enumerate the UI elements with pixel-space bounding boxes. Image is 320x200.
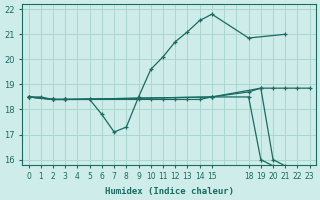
X-axis label: Humidex (Indice chaleur): Humidex (Indice chaleur) xyxy=(105,187,234,196)
